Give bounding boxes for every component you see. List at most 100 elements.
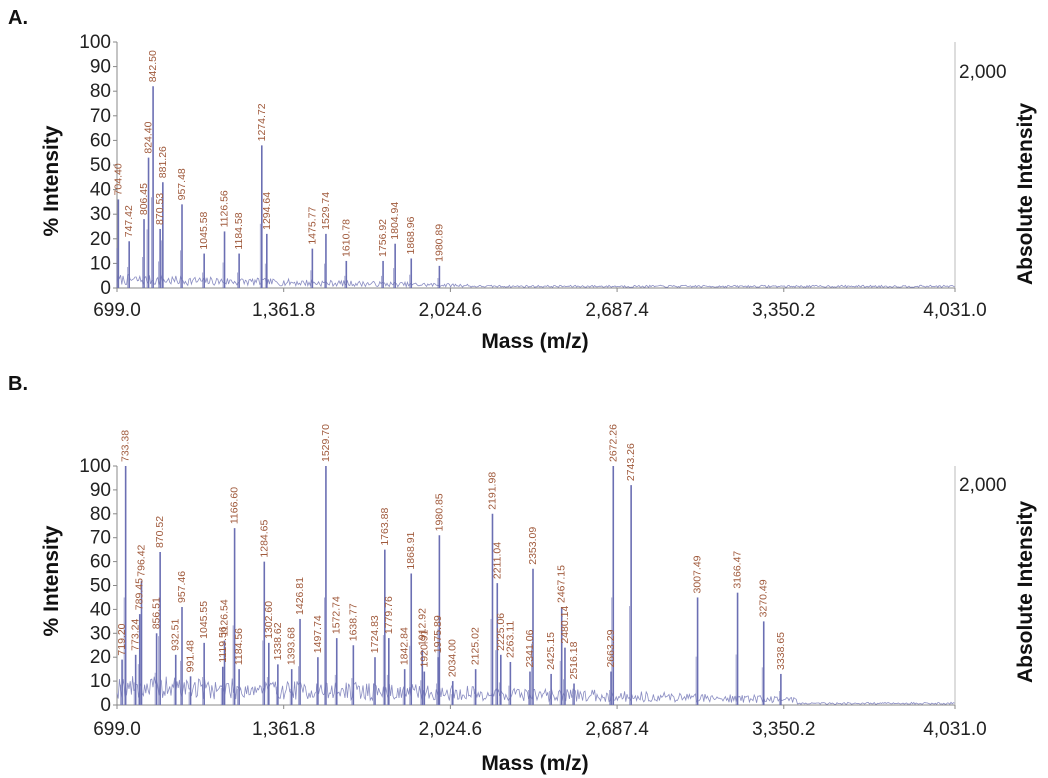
peak-label: 1920.91	[418, 629, 430, 667]
peak-label: 2425.15	[545, 632, 557, 670]
y-tick-label: 10	[90, 253, 111, 274]
panel-a-x-axis-title: Mass (m/z)	[481, 330, 588, 353]
y-tick-label: 50	[90, 576, 111, 597]
peak-label: 881.26	[157, 146, 169, 178]
peak-label: 1338.62	[272, 622, 284, 660]
panel-a-y2-tick: 2,000	[959, 62, 1007, 83]
peak-label: 2263.11	[504, 621, 516, 658]
peak-label: 1126.54	[219, 599, 231, 636]
peak-label: 1045.58	[198, 211, 210, 249]
peak-label: 1572.74	[331, 596, 343, 634]
peak-label: 3338.65	[775, 632, 787, 670]
peak-label: 870.52	[154, 516, 166, 548]
peak-label: 2663.29	[605, 629, 617, 667]
peak-label: 1779.76	[383, 596, 395, 634]
panel-a-y-axis-title: % Intensity	[40, 125, 63, 236]
peak-label: 870.53	[154, 193, 166, 225]
peak-label: 1274.72	[256, 103, 268, 141]
peak-label: 842.50	[147, 50, 159, 82]
peak-label: 1912.92	[416, 608, 428, 646]
peak-label: 1393.68	[286, 627, 298, 665]
peak-label: 957.46	[176, 571, 188, 603]
peak-label: 2480.14	[559, 606, 571, 644]
peak-label: 1119.56	[217, 626, 229, 663]
peak-label: 1294.64	[261, 192, 273, 230]
x-tick-label: 2,687.4	[585, 719, 649, 740]
x-tick-label: 699.0	[93, 719, 141, 740]
peak-label: 1045.55	[198, 601, 210, 639]
spectrum-baseline	[116, 676, 955, 706]
panel-b-spectrum	[116, 466, 955, 706]
peak-label: 1497.74	[312, 615, 324, 653]
peak-label: 3007.49	[692, 555, 704, 593]
peak-label: 1638.77	[347, 603, 359, 641]
y-tick-label: 90	[90, 480, 111, 501]
y-tick-label: 100	[79, 456, 111, 477]
y-tick-label: 60	[90, 130, 111, 151]
peak-label: 806.45	[138, 183, 150, 215]
x-tick-label: 3,350.2	[752, 300, 815, 321]
peak-label: 2516.18	[568, 641, 580, 679]
y-tick-label: 70	[90, 106, 111, 127]
peak-label: 1980.85	[433, 493, 445, 531]
panel-a: A. 0 10 20 30 40 50 60 70 80 90 100 699.0 1,361.8 2,…	[8, 7, 1037, 353]
peak-label: 3270.49	[758, 579, 770, 617]
peak-label: 1756.92	[377, 219, 389, 257]
peak-label: 1980.89	[433, 224, 445, 262]
peak-label: 2125.02	[470, 627, 482, 665]
y-tick-label: 0	[100, 278, 111, 299]
y-tick-label: 100	[79, 32, 111, 53]
panel-a-x-tick-labels: 699.0 1,361.8 2,024.6 2,687.4 3,350.2 4,031.0	[93, 288, 987, 321]
x-tick-label: 4,031.0	[923, 300, 986, 321]
y-tick-label: 30	[90, 204, 111, 225]
peak-label: 789.45	[134, 578, 146, 610]
peak-label: 1126.56	[219, 190, 231, 227]
peak-label: 1763.88	[379, 508, 391, 546]
peak-label: 1529.70	[320, 424, 332, 462]
panel-a-label: A.	[8, 7, 28, 29]
y-tick-label: 0	[100, 695, 111, 716]
x-tick-label: 3,350.2	[752, 719, 815, 740]
peak-label: 1610.78	[340, 219, 352, 257]
panel-b-x-axis-title: Mass (m/z)	[481, 752, 588, 775]
peak-label: 932.51	[170, 619, 182, 651]
x-tick-label: 4,031.0	[923, 719, 986, 740]
peak-label: 1868.96	[405, 216, 417, 254]
spectrum-baseline	[116, 273, 955, 289]
peak-label: 704.40	[112, 163, 124, 195]
peak-label: 1184.56	[233, 628, 245, 665]
y-tick-label: 10	[90, 671, 111, 692]
peak-label: 1284.65	[258, 519, 270, 557]
peak-label: 1975.89	[432, 615, 444, 653]
peak-label: 733.38	[120, 430, 132, 462]
peak-label: 1529.74	[320, 192, 332, 230]
peak-label: 2225.06	[495, 613, 507, 651]
x-tick-label: 1,361.8	[252, 300, 315, 321]
peak-label: 2743.26	[625, 443, 637, 481]
peak-label: 1166.60	[229, 487, 241, 524]
peak-label: 1868.91	[405, 531, 417, 569]
peak-label: 773.24	[130, 619, 142, 651]
peak-label: 1426.81	[294, 577, 306, 615]
peak-label: 856.51	[151, 597, 163, 629]
x-tick-label: 2,687.4	[585, 300, 649, 321]
panel-b-y2-tick: 2,000	[959, 475, 1007, 496]
peak-label: 1475.77	[306, 207, 318, 245]
peak-label: 1842.84	[399, 627, 411, 665]
peak-label: 719.20	[116, 623, 128, 655]
y-tick-label: 80	[90, 81, 111, 102]
panel-a-y2-axis-title: Absolute Intensity	[1014, 103, 1037, 285]
peak-label: 2672.26	[607, 424, 619, 462]
peak-label: 2467.15	[556, 565, 568, 603]
x-tick-label: 699.0	[93, 300, 141, 321]
peak-label: 991.48	[185, 640, 197, 672]
peak-label: 1724.83	[369, 615, 381, 653]
panel-a-y-tick-labels: 0 10 20 30 40 50 60 70 80 90 100	[79, 32, 117, 299]
panel-b-y2-axis-title: Absolute Intensity	[1014, 501, 1037, 683]
x-tick-label: 1,361.8	[252, 719, 315, 740]
y-tick-label: 50	[90, 155, 111, 176]
peak-label: 2191.98	[486, 472, 498, 510]
panel-b-x-tick-labels: 699.0 1,361.8 2,024.6 2,687.4 3,350.2 4,031.0	[93, 705, 987, 740]
